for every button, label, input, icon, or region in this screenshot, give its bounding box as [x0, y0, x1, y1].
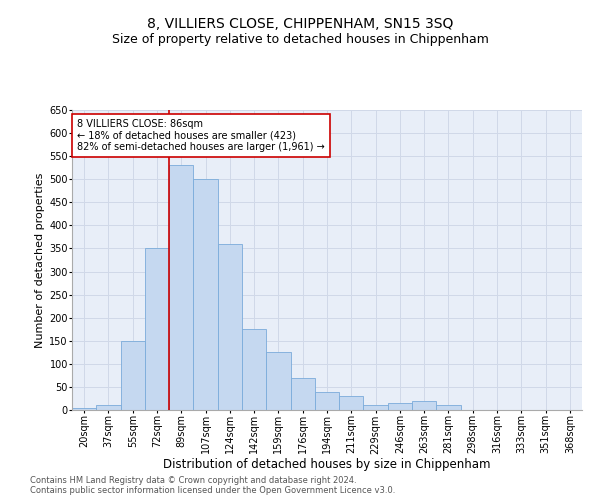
Bar — [96, 406, 121, 410]
Bar — [242, 329, 266, 410]
X-axis label: Distribution of detached houses by size in Chippenham: Distribution of detached houses by size … — [163, 458, 491, 470]
Text: Contains public sector information licensed under the Open Government Licence v3: Contains public sector information licen… — [30, 486, 395, 495]
Text: 8 VILLIERS CLOSE: 86sqm
← 18% of detached houses are smaller (423)
82% of semi-d: 8 VILLIERS CLOSE: 86sqm ← 18% of detache… — [77, 119, 325, 152]
Bar — [315, 392, 339, 410]
Bar — [266, 352, 290, 410]
Bar — [72, 408, 96, 410]
Bar — [339, 396, 364, 410]
Bar — [169, 166, 193, 410]
Text: 8, VILLIERS CLOSE, CHIPPENHAM, SN15 3SQ: 8, VILLIERS CLOSE, CHIPPENHAM, SN15 3SQ — [147, 18, 453, 32]
Text: Contains HM Land Registry data © Crown copyright and database right 2024.: Contains HM Land Registry data © Crown c… — [30, 476, 356, 485]
Bar — [145, 248, 169, 410]
Y-axis label: Number of detached properties: Number of detached properties — [35, 172, 45, 348]
Bar — [193, 179, 218, 410]
Text: Size of property relative to detached houses in Chippenham: Size of property relative to detached ho… — [112, 32, 488, 46]
Bar — [290, 378, 315, 410]
Bar — [436, 406, 461, 410]
Bar — [121, 341, 145, 410]
Bar — [218, 244, 242, 410]
Bar — [364, 406, 388, 410]
Bar — [388, 403, 412, 410]
Bar — [412, 401, 436, 410]
